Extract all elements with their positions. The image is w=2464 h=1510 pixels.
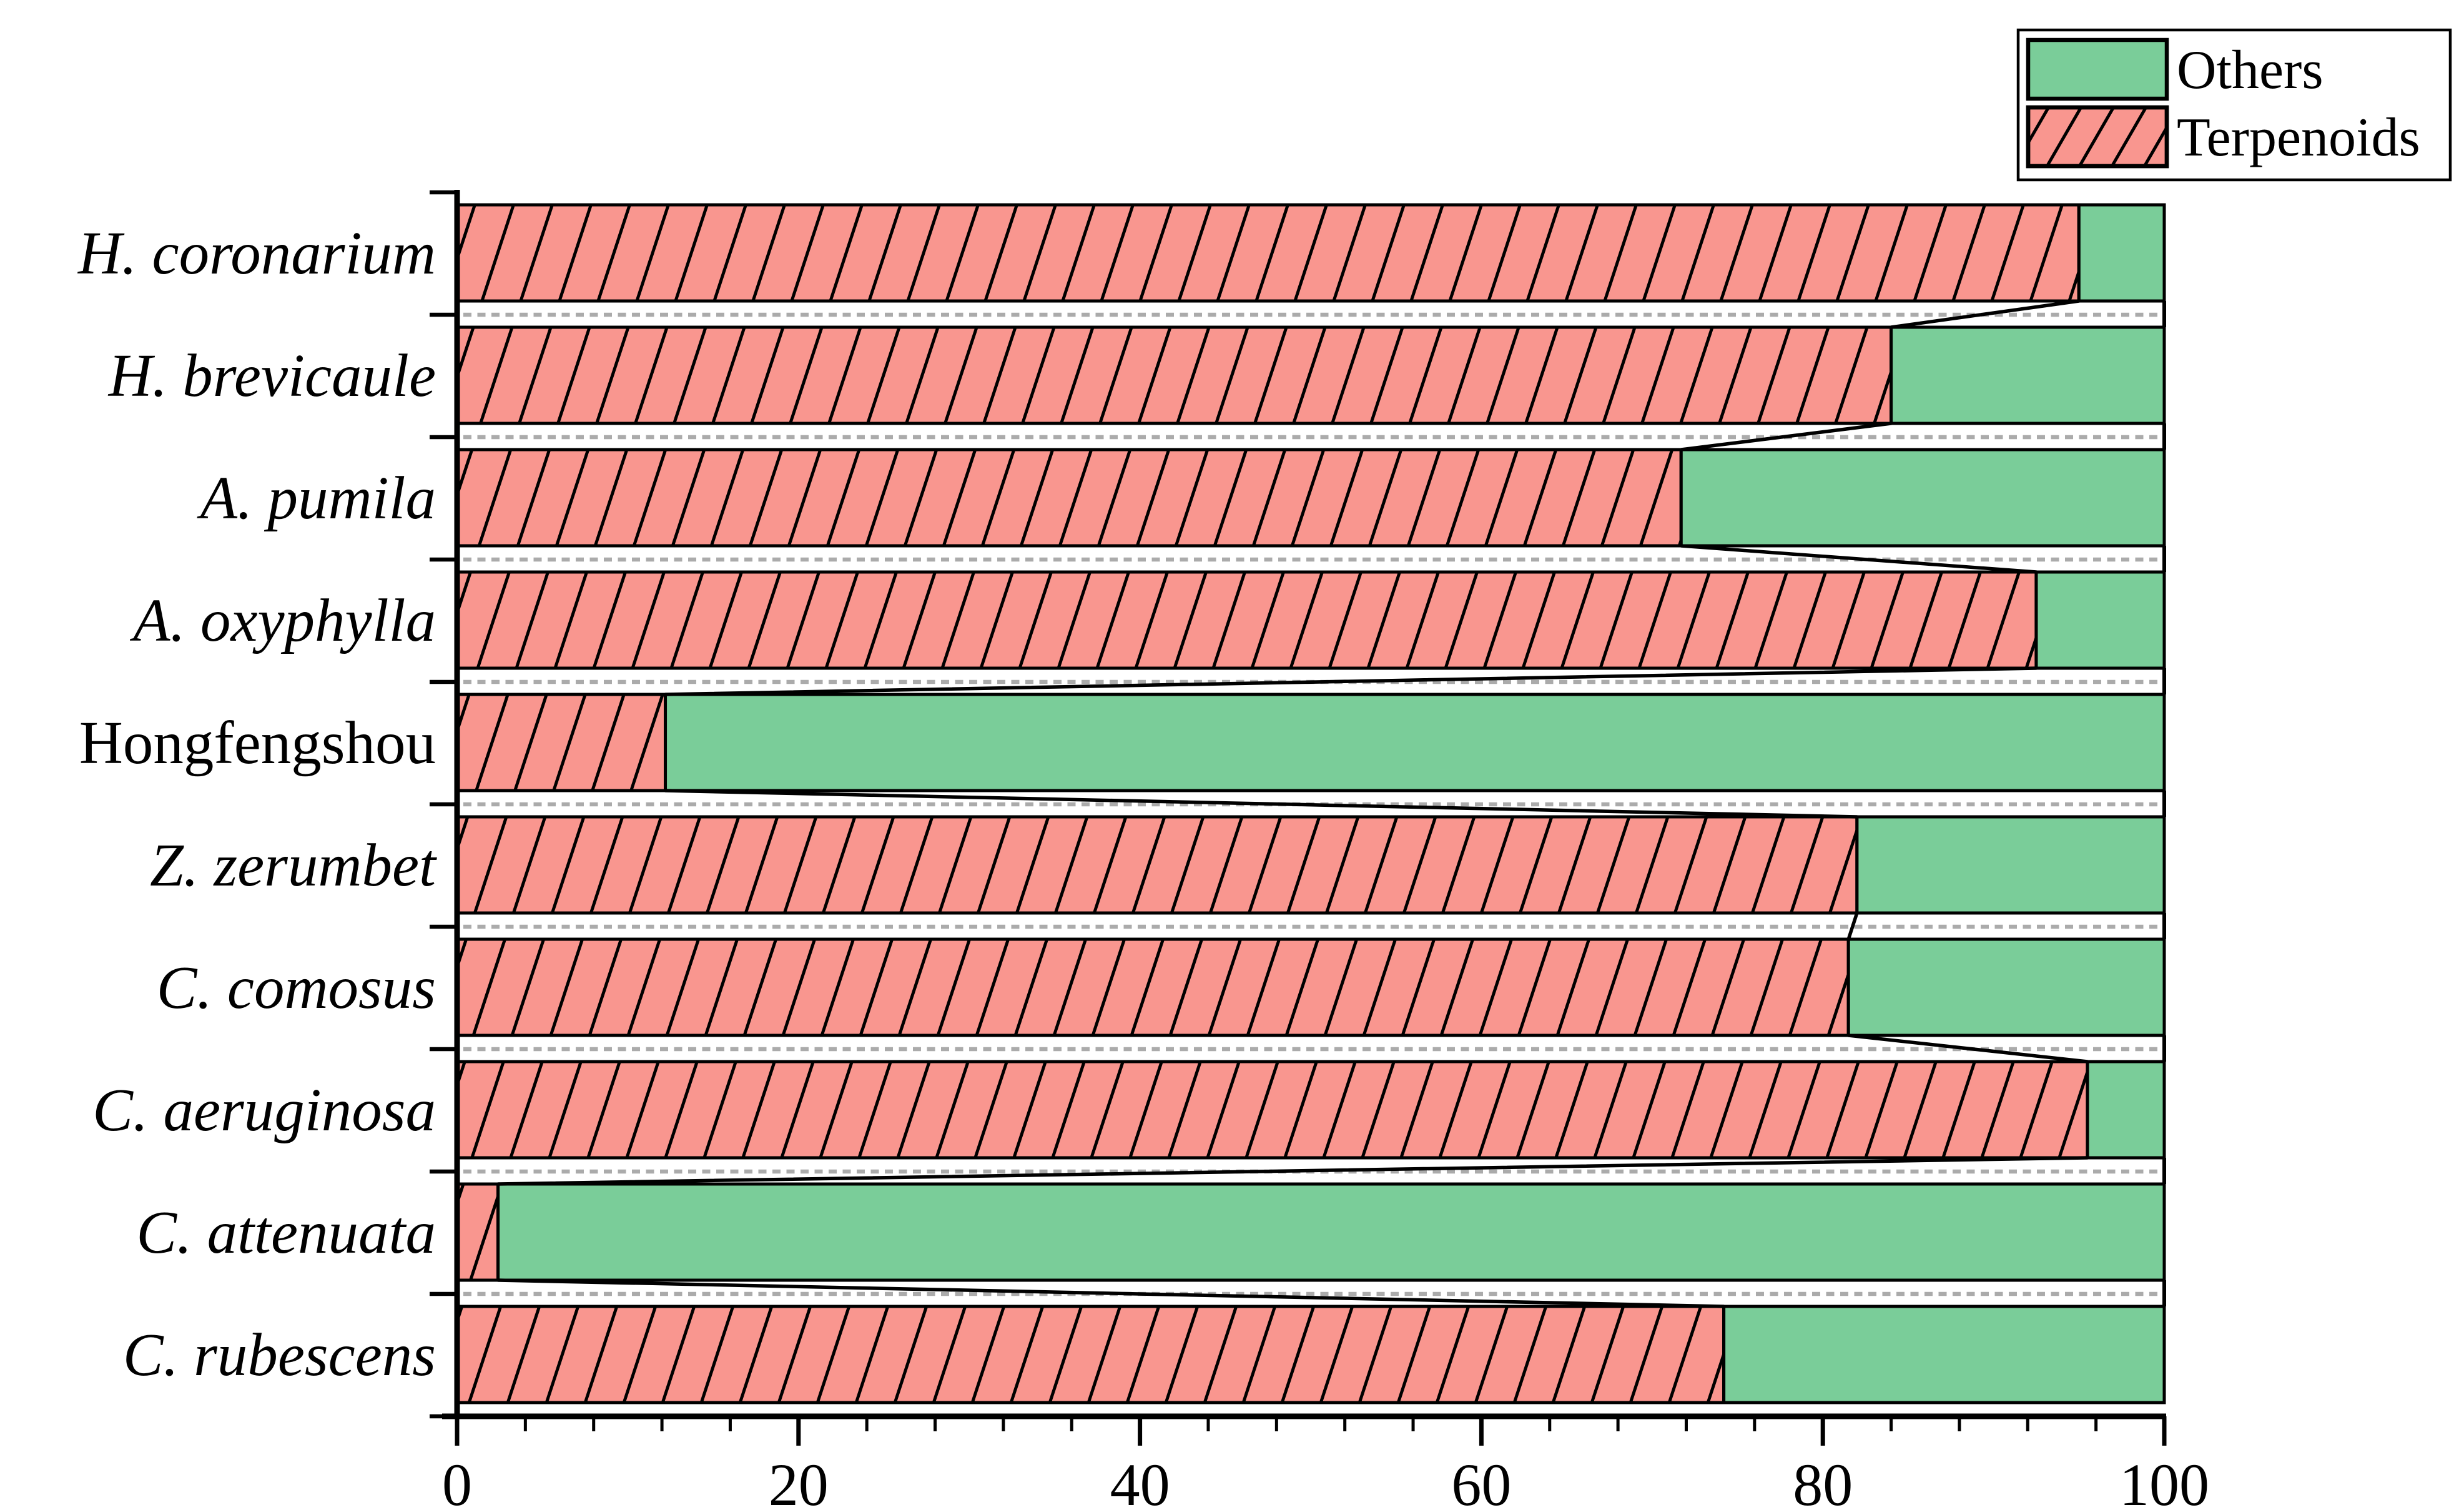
- segment-connector-line: [1889, 299, 2081, 329]
- bar-row-c-attenuata: [455, 1182, 2166, 1282]
- terpenoids-hatch-overlay: [455, 1182, 500, 1282]
- category-label-c-attenuata: C. attenuata: [136, 1199, 436, 1266]
- legend-label-terpenoids: Terpenoids: [2177, 107, 2420, 168]
- category-label-z-zerumbet: Z. zerumbet: [150, 832, 437, 899]
- x-axis-tick-label: 20: [769, 1451, 829, 1510]
- category-label-c-comosus: C. comosus: [157, 954, 436, 1021]
- category-label-a-oxyphylla: A. oxyphylla: [129, 587, 436, 654]
- bar-segment-others-a-pumila: [1679, 448, 2166, 548]
- bar-row-a-oxyphylla: [455, 570, 2166, 670]
- terpenoids-hatch-overlay: [455, 937, 1850, 1037]
- x-axis-tick-label: 0: [442, 1451, 472, 1510]
- bar-row-a-pumila: [455, 448, 2166, 548]
- terpenoids-hatch-overlay: [455, 448, 1683, 548]
- bar-segment-others-h-brevicaule: [1890, 325, 2166, 425]
- category-label-c-rubescens: C. rubescens: [123, 1321, 436, 1388]
- category-label-a-pumila: A. pumila: [197, 465, 436, 531]
- bar-row-c-rubescens: [455, 1305, 2166, 1404]
- segment-connector-line: [496, 1156, 2089, 1186]
- segment-connector-line: [496, 1278, 1726, 1308]
- terpenoids-hatch-overlay: [455, 203, 2081, 303]
- bar-segment-others-a-oxyphylla: [2034, 570, 2166, 670]
- legend-label-others: Others: [2177, 40, 2324, 101]
- x-axis-tick-label: 40: [1110, 1451, 1170, 1510]
- bar-segment-others-c-rubescens: [1722, 1305, 2166, 1404]
- bar-row-h-coronarium: [455, 203, 2166, 303]
- terpenoids-hatch-overlay: [455, 570, 2038, 670]
- legend-swatch-others: [2026, 37, 2169, 101]
- segment-connector-line: [1679, 544, 2038, 574]
- category-label-h-coronarium: H. coronarium: [77, 220, 436, 287]
- bar-segment-others-hongfengshou: [664, 693, 2166, 792]
- legend-swatch-terpenoids-hatch-overlay: [2026, 105, 2169, 169]
- bar-row-h-brevicaule: [455, 325, 2166, 425]
- bar-segment-others-c-aeruginosa: [2086, 1060, 2166, 1160]
- segment-connector-line: [663, 666, 2038, 696]
- bar-row-hongfengshou: [455, 693, 2166, 792]
- terpenoids-hatch-overlay: [455, 325, 1893, 425]
- segment-connector-line: [1846, 1034, 2089, 1063]
- terpenoids-hatch-overlay: [455, 1060, 2089, 1160]
- bar-segment-others-z-zerumbet: [1855, 815, 2166, 915]
- category-label-h-brevicaule: H. brevicaule: [107, 342, 436, 409]
- x-axis-tick-label: 100: [2119, 1451, 2209, 1510]
- segment-connector-line: [1846, 911, 1859, 941]
- x-axis-tick-label: 80: [1793, 1451, 1853, 1510]
- terpenoids-hatch-overlay: [455, 815, 1859, 915]
- terpenoids-hatch-overlay: [455, 693, 668, 792]
- bar-segment-others-c-attenuata: [496, 1182, 2166, 1282]
- bar-segment-others-h-coronarium: [2077, 203, 2166, 303]
- x-axis-tick-label: 60: [1451, 1451, 1511, 1510]
- category-label-c-aeruginosa: C. aeruginosa: [92, 1077, 436, 1143]
- segment-connector-line: [663, 789, 1859, 819]
- category-label-hongfengshou: Hongfengshou: [79, 709, 436, 776]
- bar-segment-others-c-comosus: [1846, 937, 2166, 1037]
- bar-row-z-zerumbet: [455, 815, 2166, 915]
- bar-row-c-comosus: [455, 937, 2166, 1037]
- bar-row-c-aeruginosa: [455, 1060, 2166, 1160]
- segment-connector-line: [1679, 422, 1893, 452]
- terpenoids-hatch-overlay: [455, 1305, 1726, 1404]
